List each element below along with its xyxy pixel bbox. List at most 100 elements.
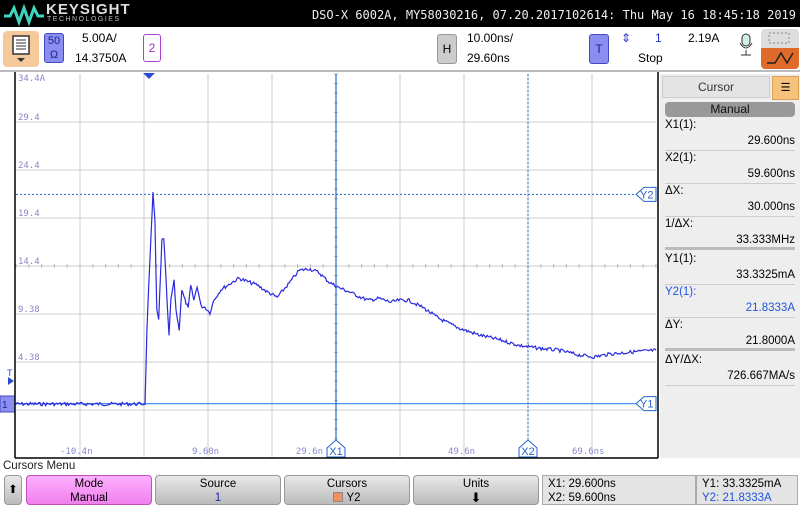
readout-label: Y1(1): xyxy=(665,253,697,265)
axis-labels: 34.4A 29.4 24.4 19.4 14.4 9.38 4.38 -10.… xyxy=(18,74,605,457)
run-status: Stop xyxy=(638,51,663,65)
readout-inverse-delta-x: 1/ΔX: 33.333MHz xyxy=(665,217,795,250)
readout-value: 33.3325mA xyxy=(736,269,795,281)
x-label: 29.6n xyxy=(296,447,323,457)
title-bar: KEYSIGHT TECHNOLOGIES DSO-X 6002A, MY580… xyxy=(0,0,800,27)
softkey-label: Mode xyxy=(74,478,104,490)
trigger-source[interactable]: 1 xyxy=(655,31,662,45)
y2-cursor-tag[interactable]: Y2 xyxy=(635,186,657,202)
channel1-trace xyxy=(14,192,657,408)
cursors-softkey[interactable]: Cursors Y2 xyxy=(284,475,410,505)
y1-cursor-tag[interactable]: Y1 xyxy=(635,396,657,412)
trigger-position-marker[interactable] xyxy=(143,73,155,79)
trigger-button[interactable]: T xyxy=(589,34,609,64)
readout-label: ΔX: xyxy=(665,185,684,197)
x2-tag-label: X2 xyxy=(521,446,534,458)
readout-value: 33.333MHz xyxy=(736,234,795,246)
readout-value: 29.600ns xyxy=(747,135,795,147)
y1-tag-label: Y1 xyxy=(640,399,653,411)
readout-label: X1(1): xyxy=(665,119,697,131)
mode-softkey[interactable]: Mode Manual xyxy=(26,475,152,505)
softkey-label: Source xyxy=(199,478,237,490)
y-label: 19.4 xyxy=(18,209,40,219)
x-label: 49.6n xyxy=(448,447,475,457)
readout-y2: Y2(1): 21.8333A xyxy=(665,285,795,318)
softkey-label: Cursors xyxy=(326,478,368,490)
readout-label: ΔY: xyxy=(665,319,683,331)
softkey-label: Units xyxy=(462,478,490,490)
source-softkey[interactable]: Source 1 xyxy=(155,475,281,505)
instrument-title: DSO-X 6002A, MY58030216, 07.20.201710261… xyxy=(311,8,796,22)
x-label: -10.4n xyxy=(60,447,93,457)
channel1-offset[interactable]: 14.3750A xyxy=(75,51,127,65)
readout-x2-text: X2: 59.600ns xyxy=(548,492,616,504)
readout-label: 1/ΔX: xyxy=(665,218,694,230)
y-label: 29.4 xyxy=(18,113,40,123)
x-label: 9.60n xyxy=(192,447,219,457)
softkey-bar: ⬆ Mode Manual Source 1 Cursors Y2 Units ⬇ X… xyxy=(0,474,800,506)
microphone-icon[interactable] xyxy=(738,33,754,62)
y-label: 4.38 xyxy=(18,353,40,363)
channel1-scale[interactable]: 5.00A/ xyxy=(82,31,117,45)
readout-y1: Y1(1): 33.3325mA xyxy=(665,252,795,285)
keysight-logo: KEYSIGHT TECHNOLOGIES xyxy=(4,1,130,26)
x1-cursor-tag[interactable]: X1 xyxy=(326,439,346,458)
trigger-edge-icon: ⇕ xyxy=(621,31,632,45)
panel-menu-button[interactable]: ☰ xyxy=(772,76,799,100)
brand-sub: TECHNOLOGIES xyxy=(47,16,121,23)
zoom-box-icon xyxy=(761,29,799,48)
readout-x2: X2(1): 59.600ns xyxy=(665,151,795,184)
y-label: 9.38 xyxy=(18,305,40,315)
trigger-marker-label: T xyxy=(7,368,13,378)
toolbar xyxy=(0,27,800,72)
units-softkey[interactable]: Units ⬇ xyxy=(413,475,539,505)
readout-value: 21.8333A xyxy=(745,302,795,314)
channel1-ground-marker[interactable]: 1 xyxy=(0,395,16,413)
touch-mode-button[interactable] xyxy=(761,29,799,69)
ohm-symbol: Ω xyxy=(49,49,59,61)
x-label: 69.6ns xyxy=(572,447,605,457)
y-label: 34.4A xyxy=(18,74,46,84)
readout-value: 726.667MA/s xyxy=(727,370,795,382)
readout-delta-x: ΔX: 30.000ns xyxy=(665,184,795,217)
readout-slope: ΔY/ΔX: 726.667MA/s xyxy=(665,353,795,386)
impedance-value: 50 xyxy=(47,35,61,47)
readout-value: 21.8000A xyxy=(745,335,795,347)
menu-icon xyxy=(12,35,30,62)
trigger-level-marker[interactable]: T xyxy=(7,368,14,385)
readout-label: X2(1): xyxy=(665,152,697,164)
readout-label: Y2(1): xyxy=(665,286,697,298)
channel2-button[interactable]: 2 xyxy=(143,34,161,62)
cursor-readout-x: X1: 29.600ns X2: 59.600ns xyxy=(542,475,696,505)
menu-title: Cursors Menu xyxy=(3,460,76,472)
softkey-value: 1 xyxy=(214,492,222,504)
waveform-drag-icon xyxy=(761,48,799,69)
channel1-impedance-button[interactable]: 50 Ω xyxy=(44,33,64,63)
cursor-mode-indicator[interactable]: Manual xyxy=(665,102,795,117)
x2-cursor-tag[interactable]: X2 xyxy=(518,439,538,458)
waveform-display[interactable]: 34.4A 29.4 24.4 19.4 14.4 9.38 4.38 -10.… xyxy=(0,72,660,460)
readout-value: 30.000ns xyxy=(747,201,795,213)
channel-marker-label: 1 xyxy=(2,400,8,411)
horizontal-delay[interactable]: 29.60ns xyxy=(467,51,510,65)
y-label: 24.4 xyxy=(18,161,40,171)
cursor-readout-y: Y1: 33.3325mA Y2: 21.8333A xyxy=(696,475,798,505)
arrow-down-icon: ⬇ xyxy=(470,490,482,505)
cursor-color-swatch xyxy=(333,492,344,502)
readout-x1-text: X1: 29.600ns xyxy=(548,478,616,490)
readout-value: 59.600ns xyxy=(747,168,795,180)
readout-y1-text: Y1: 33.3325mA xyxy=(702,478,782,490)
readout-y2-text: Y2: 21.8333A xyxy=(702,492,772,504)
main-menu-button[interactable] xyxy=(3,31,39,67)
softkey-value: Manual xyxy=(70,492,108,504)
y2-tag-label: Y2 xyxy=(640,189,653,201)
horizontal-scale[interactable]: 10.00ns/ xyxy=(467,31,514,45)
trigger-level[interactable]: 2.19A xyxy=(688,31,720,45)
readout-label: ΔY/ΔX: xyxy=(665,354,703,366)
back-button[interactable]: ⬆ xyxy=(4,475,22,505)
cursor-panel: Cursor ☰ Manual X1(1): 29.600ns X2(1): 59.… xyxy=(660,74,800,458)
readout-delta-y: ΔY: 21.8000A xyxy=(665,318,795,351)
horizontal-button[interactable]: H xyxy=(437,34,457,64)
brand-name: KEYSIGHT xyxy=(46,1,131,18)
softkey-value: Y2 xyxy=(346,492,361,504)
